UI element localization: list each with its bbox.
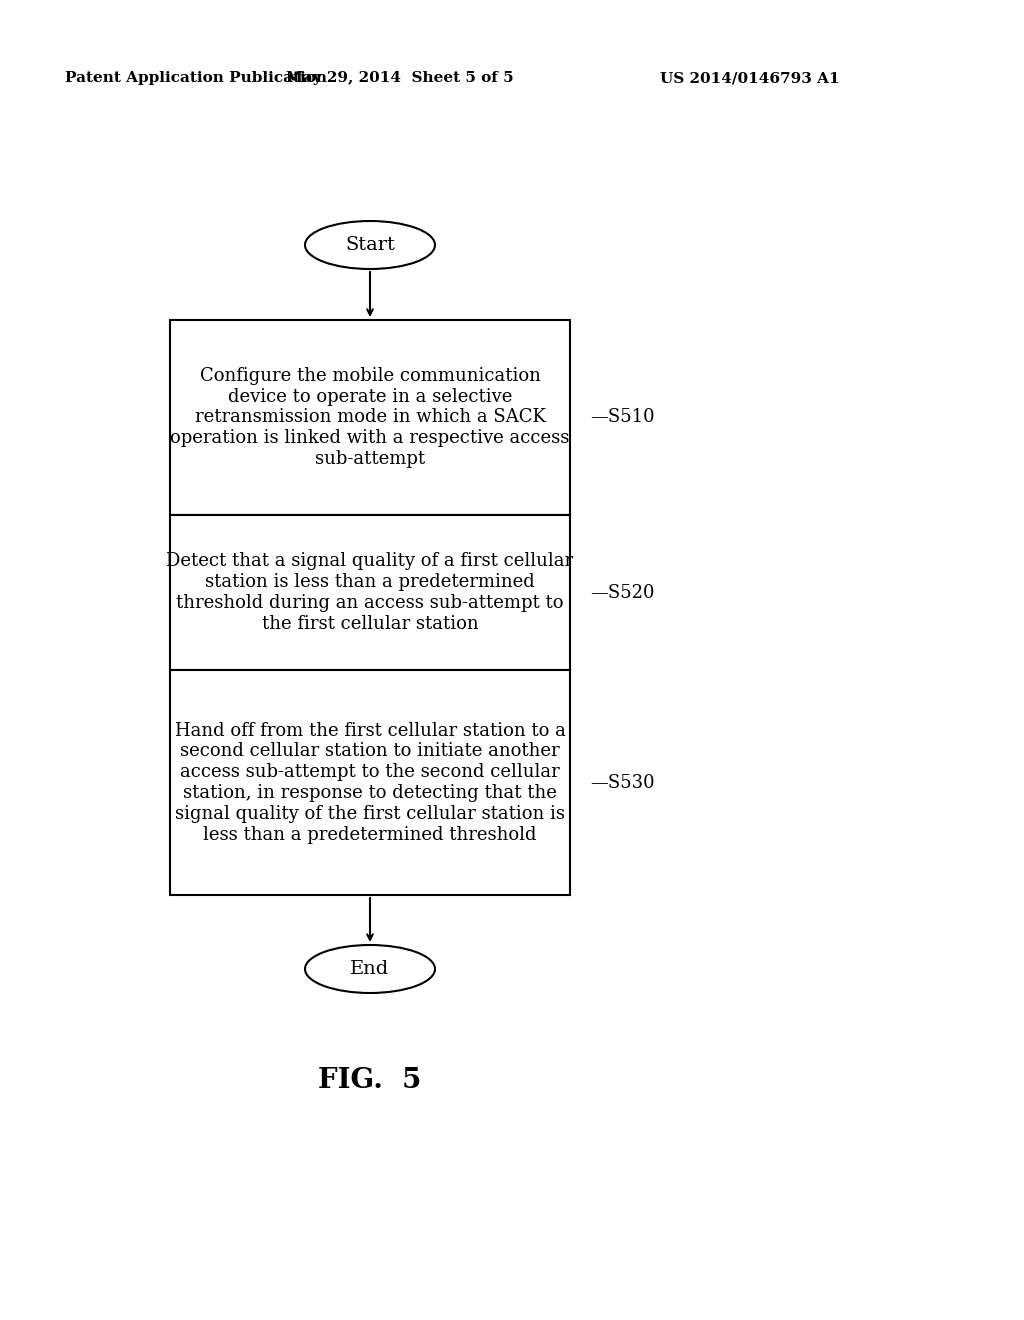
Text: —S530: —S530 [590,774,654,792]
FancyBboxPatch shape [170,515,570,671]
Text: US 2014/0146793 A1: US 2014/0146793 A1 [660,71,840,84]
Text: Configure the mobile communication
device to operate in a selective
retransmissi: Configure the mobile communication devic… [170,367,569,469]
Text: —S520: —S520 [590,583,654,602]
Text: FIG.  5: FIG. 5 [318,1067,422,1093]
Text: Hand off from the first cellular station to a
second cellular station to initiat: Hand off from the first cellular station… [174,722,565,843]
Text: Start: Start [345,236,395,253]
Text: Detect that a signal quality of a first cellular
station is less than a predeter: Detect that a signal quality of a first … [167,552,573,632]
Text: Patent Application Publication: Patent Application Publication [65,71,327,84]
Text: May 29, 2014  Sheet 5 of 5: May 29, 2014 Sheet 5 of 5 [286,71,514,84]
Text: —S510: —S510 [590,408,654,426]
Ellipse shape [305,945,435,993]
FancyBboxPatch shape [170,319,570,515]
Ellipse shape [305,220,435,269]
Text: End: End [350,960,389,978]
FancyBboxPatch shape [170,671,570,895]
